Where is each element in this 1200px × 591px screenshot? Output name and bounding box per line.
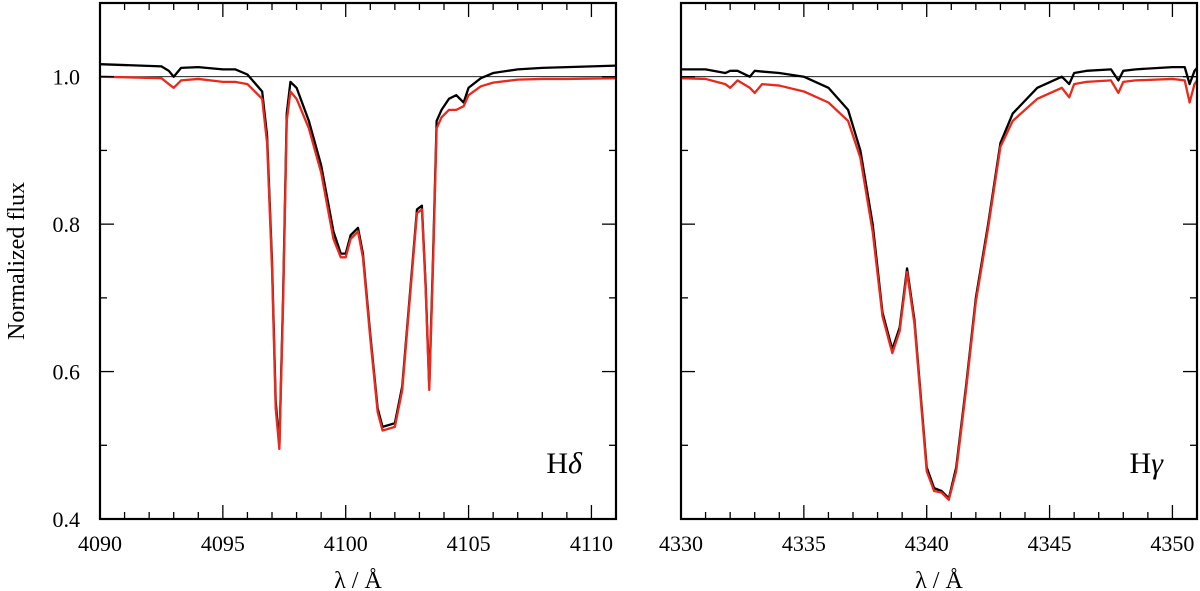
h-gamma-x-tick-label: 4335	[782, 531, 826, 556]
h-delta-y-tick-label: 1.0	[53, 65, 81, 90]
h-gamma-spectrum-red-line	[681, 77, 1197, 501]
h-gamma-x-tick-label: 4330	[659, 531, 703, 556]
h-gamma-panel-label: Hγ	[1130, 447, 1165, 480]
h-gamma-plot-frame	[679, 1, 1199, 521]
h-delta-x-tick-label: 4095	[201, 531, 245, 556]
h-delta-x-tick-label: 4110	[570, 531, 613, 556]
h-gamma-panel: 4330 4335 4340 4345 4350 λ / Å Hγ	[659, 1, 1199, 591]
h-delta-y-tick-label: 0.6	[53, 360, 81, 385]
h-delta-x-tick-label: 4090	[78, 531, 122, 556]
h-delta-spectrum-red-line	[100, 75, 616, 451]
y-axis-label: Normalized flux	[4, 182, 30, 340]
h-gamma-spectrum-black-line	[681, 65, 1197, 500]
h-gamma-x-tick-label: 4345	[1028, 531, 1072, 556]
h-gamma-x-tick-label: 4340	[905, 531, 949, 556]
h-delta-x-tick-label: 4105	[447, 531, 491, 556]
h-gamma-x-axis-label: λ / Å	[915, 568, 963, 591]
h-delta-panel: 4090 4095 4100 4105 4110 0.4 0.6 0.8 1.0 λ / Å Nor…	[4, 1, 618, 591]
h-delta-spectrum-black-line	[100, 63, 616, 447]
h-delta-y-tick-label: 0.8	[53, 212, 81, 237]
h-delta-panel-label: Hδ	[546, 447, 583, 480]
h-delta-y-tick-label: 0.4	[53, 507, 81, 532]
h-delta-plot-frame	[98, 1, 618, 521]
h-delta-x-tick-label: 4100	[324, 531, 368, 556]
h-delta-x-axis-label: λ / Å	[334, 568, 382, 591]
h-gamma-x-tick-label: 4350	[1150, 531, 1194, 556]
